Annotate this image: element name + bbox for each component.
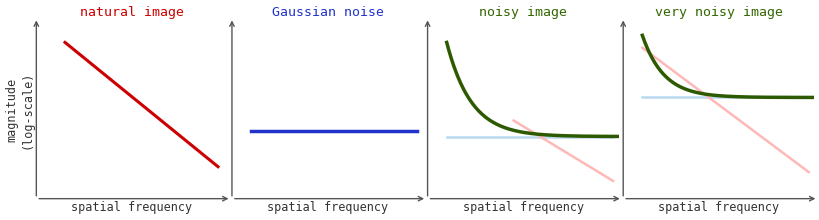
Title: very noisy image: very noisy image	[654, 6, 782, 18]
Y-axis label: magnitude
(log-scale): magnitude (log-scale)	[6, 71, 34, 149]
X-axis label: spatial frequency: spatial frequency	[71, 202, 192, 214]
X-axis label: spatial frequency: spatial frequency	[462, 202, 583, 214]
X-axis label: spatial frequency: spatial frequency	[658, 202, 778, 214]
Title: noisy image: noisy image	[478, 6, 567, 18]
Title: Gaussian noise: Gaussian noise	[271, 6, 383, 18]
X-axis label: spatial frequency: spatial frequency	[267, 202, 387, 214]
Title: natural image: natural image	[80, 6, 183, 18]
